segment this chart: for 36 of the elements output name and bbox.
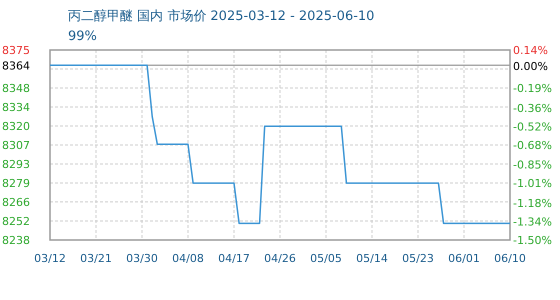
chart-subtitle: 99%: [68, 29, 97, 44]
x-tick-label: 05/05: [310, 252, 342, 265]
x-tick-label: 04/26: [264, 252, 296, 265]
y-tick-label: 8279: [2, 177, 30, 190]
y2-tick-label: -1.01%: [513, 177, 552, 190]
y-tick-label: 8334: [2, 101, 30, 114]
y2-tick-label: 0.14%: [513, 44, 548, 57]
y-tick-label: 8375: [2, 44, 30, 57]
y2-tick-label: -0.19%: [513, 82, 552, 96]
y2-tick-label: -0.85%: [513, 158, 552, 172]
y-tick-label: 8266: [2, 196, 30, 209]
x-tick-label: 04/17: [218, 252, 250, 265]
x-tick-label: 03/30: [126, 252, 158, 265]
y-tick-label: 8320: [2, 120, 30, 133]
y-tick-label: 8252: [2, 215, 30, 228]
y2-tick-label: -0.52%: [513, 120, 552, 134]
line-series: [49, 64, 511, 224]
y-tick-label: 8348: [2, 82, 30, 95]
x-tick-label: 05/14: [356, 252, 388, 265]
x-tick-label: 03/12: [34, 252, 66, 265]
x-tick-label: 04/08: [172, 252, 204, 265]
y-tick-label: 8238: [2, 234, 30, 247]
chart-title: 丙二醇甲醚 国内 市场价 2025-03-12 - 2025-06-10: [68, 9, 374, 24]
x-tick-label: 06/01: [448, 252, 480, 265]
y2-tick-label: -1.18%: [513, 196, 552, 210]
y2-tick-label: -0.36%: [513, 102, 552, 115]
x-tick-label: 06/10: [494, 252, 526, 265]
y2-tick-label: 0.00%: [513, 60, 548, 74]
y2-tick-label: -0.68%: [513, 139, 552, 152]
y-tick-label: 8307: [2, 139, 30, 152]
x-tick-label: 05/23: [402, 252, 434, 265]
ref-line-label: 8364: [2, 59, 30, 72]
y2-tick-label: -1.50%: [513, 234, 552, 247]
y-tick-label: 8293: [2, 158, 30, 171]
y2-tick-label: -1.34%: [513, 215, 552, 228]
x-tick-label: 03/21: [80, 252, 112, 265]
